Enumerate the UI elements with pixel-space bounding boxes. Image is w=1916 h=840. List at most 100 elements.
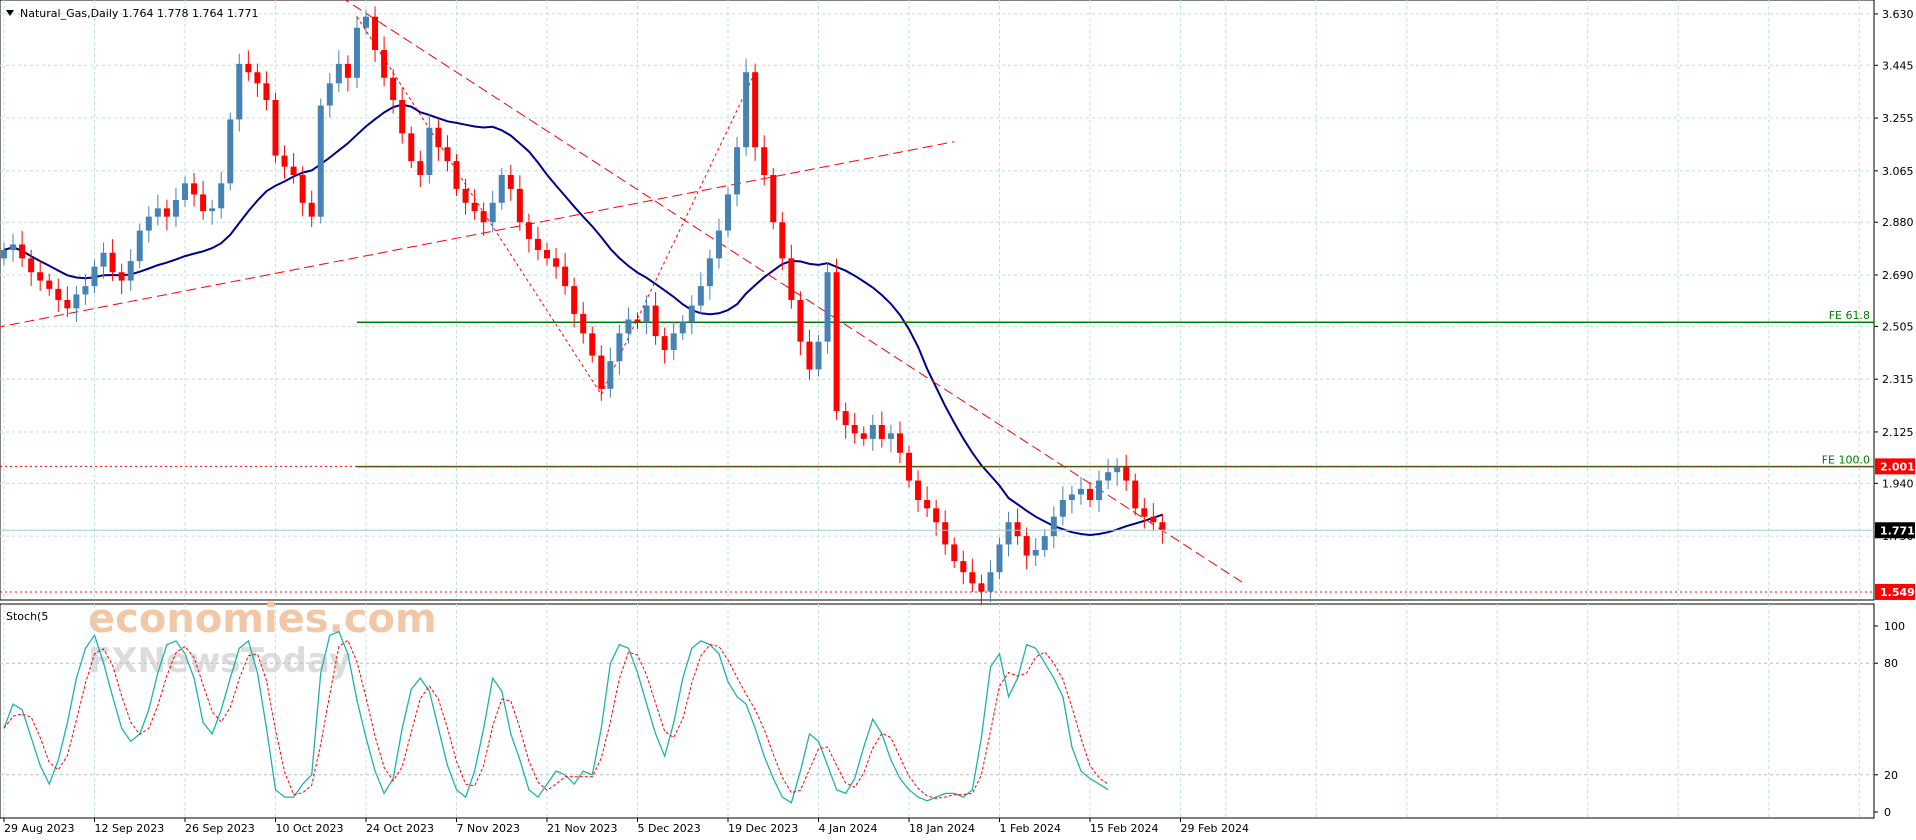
candle-body [363,16,369,28]
candle-body [779,222,786,259]
candle-body [453,161,460,189]
candle-body [1005,522,1012,545]
candle-body [136,230,143,262]
price-tick-label: 1.940 [1882,477,1914,490]
stoch-level-label: 80 [1884,657,1898,670]
price-tick-label: 3.065 [1882,165,1914,178]
date-tick-label: 10 Oct 2023 [276,822,344,835]
candle-body [1014,522,1021,537]
price-marker-label: 1.549 [1880,586,1915,599]
stochastic: 100 80 20 0 [0,620,1905,819]
candle-body [734,147,741,195]
candle-body [381,50,388,78]
candle-body [28,258,35,273]
candle-body [444,147,451,162]
candle-body [906,452,912,481]
candle-body [73,294,80,309]
candle-body [218,183,225,209]
chevron-down-icon[interactable] [6,10,14,16]
candle-body [254,72,261,84]
candle-body [236,63,243,120]
price-axis: 3.630 3.445 3.255 3.065 2.880 2.690 2.505 2.315… [1874,8,1914,543]
price-marker-box [1875,583,1915,600]
candle-body [127,261,134,281]
candle-body [580,313,587,334]
candle-body [462,188,469,203]
candle-body [1123,466,1130,481]
candle-body [661,336,668,350]
candle-body [1087,488,1093,500]
candle-body [616,333,623,362]
price-tick-label: 3.255 [1882,112,1914,125]
candle-body [706,258,713,287]
candle-body [607,361,614,389]
trend-lines [0,0,1245,584]
candle-body [145,216,152,231]
candle-body [471,202,478,212]
candle-body [1041,536,1048,550]
candle-body [933,508,940,523]
candle-body [833,272,840,412]
candle-body [562,266,569,287]
candle-body [1150,516,1157,523]
candle-body [625,319,632,334]
candle-body [679,322,686,334]
candle-body [100,252,107,267]
candles [1,6,1166,606]
chart-header: Natural_Gas,Daily 1.764 1.778 1.764 1.77… [6,7,258,20]
candle-body [372,16,379,51]
candle-body [480,211,487,223]
candle-body [878,425,885,439]
date-tick-label: 1 Feb 2024 [1000,822,1061,835]
candle-body [951,544,958,562]
price-markers: 2.001 1.771 1.549 [0,458,1915,600]
falling-trendline [344,0,1245,584]
date-tick-label: 24 Oct 2023 [366,822,434,835]
candle-body [390,77,397,100]
candle-body [643,305,650,323]
candle-body [761,147,768,175]
stoch-level-label: 0 [1884,806,1891,819]
candle-body [553,258,560,267]
candle-body [534,238,541,250]
fib-label: FE 100.0 [1822,454,1870,467]
candle-body [815,341,822,370]
candle-body [109,252,116,273]
candle-body [245,63,252,73]
stoch-main-line [3,630,1109,804]
candle-body [942,522,949,545]
price-tick-label: 2.505 [1882,320,1914,333]
ma-line [3,103,1163,537]
watermark-line1: economies.com [88,596,437,642]
candle-body [1114,466,1121,473]
candle-body [299,175,306,203]
ohlc-values: 1.764 1.778 1.764 1.771 [122,7,258,20]
candle-body [824,272,831,342]
candle-body [1,250,7,259]
candle-body [408,133,415,162]
candle-body [806,341,813,370]
candle-body [91,266,98,287]
candle-body [281,155,288,167]
date-tick-label: 18 Jan 2024 [909,822,975,835]
date-tick-label: 29 Aug 2023 [4,822,74,835]
candle-body [996,544,1003,573]
watermark-line2: FXNewsToday [88,641,351,681]
candle-body [290,166,297,175]
candle-body [1159,522,1166,531]
candle-body [19,244,26,259]
candle-body [335,63,342,84]
candle-body [1068,494,1075,500]
candle-body [969,572,976,584]
candle-body [353,27,360,78]
candle-body [688,305,695,323]
stoch-label: Stoch(5 [6,610,48,623]
candle-body [82,286,89,295]
candle-body [589,333,596,356]
candle-body [571,286,578,314]
candle-body [797,300,804,342]
date-tick-label: 15 Feb 2024 [1090,822,1158,835]
date-tick-label: 21 Nov 2023 [547,822,617,835]
candle-body [272,100,279,156]
candle-body [118,272,125,281]
